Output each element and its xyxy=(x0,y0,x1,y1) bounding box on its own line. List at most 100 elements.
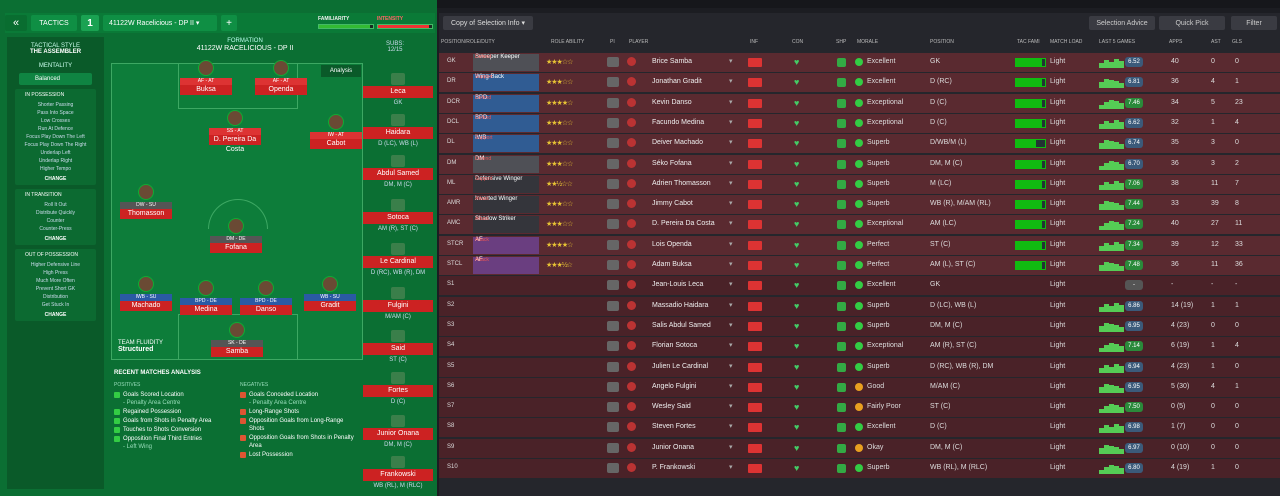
table-row[interactable]: S3 Salis Abdul Samed ▾ ♥ Superb DM, M (C) Ligh… xyxy=(439,316,1280,336)
player-card[interactable]: IWB - SU Machado xyxy=(120,276,172,311)
analysis-item[interactable]: Opposition Goals from Long-Range Shots xyxy=(240,417,358,433)
table-row[interactable]: S10 P. Frankowski ▾ ♥ Superb WB (RL), M (RLC)… xyxy=(439,459,1280,478)
analysis-item[interactable]: Lost Possession xyxy=(240,451,358,459)
substitute-card[interactable]: Junior Onana DM, M (C) xyxy=(363,415,433,448)
player-dropdown-icon[interactable]: ▾ xyxy=(729,179,733,187)
player-instructions-icon[interactable] xyxy=(607,280,619,291)
player-card[interactable]: DM - DE Fofana xyxy=(210,218,262,253)
analysis-item[interactable]: Long-Range Shots xyxy=(240,408,358,416)
player-dropdown-icon[interactable]: ▾ xyxy=(729,240,733,248)
analysis-item[interactable]: Opposition Goals from Shots in Penalty A… xyxy=(240,434,358,450)
player-name[interactable]: D. Pereira Da Costa xyxy=(652,220,715,228)
player-instructions-icon[interactable] xyxy=(607,97,619,108)
role-duty-select[interactable]: Sweeper Keeper Defend xyxy=(473,54,539,71)
role-duty-select[interactable]: BPD Defend xyxy=(473,94,539,112)
table-row[interactable]: DCL BPD Defend ★★★☆☆ Facundo Medina ▾ ♥ Excepti… xyxy=(439,113,1280,133)
player-dropdown-icon[interactable]: ▾ xyxy=(729,301,733,309)
player-dropdown-icon[interactable]: ▾ xyxy=(729,342,733,350)
player-name[interactable]: Brice Samba xyxy=(652,58,693,65)
table-row[interactable]: S5 Julien Le Cardinal ▾ ♥ Superb D (RC), WB (… xyxy=(439,357,1280,377)
player-name[interactable]: Facundo Medina xyxy=(652,118,705,126)
col-gls[interactable]: GLS xyxy=(1232,39,1243,45)
player-dropdown-icon[interactable]: ▾ xyxy=(729,362,733,370)
col-morale[interactable]: MORALE xyxy=(857,39,879,45)
col-last-5-games[interactable]: LAST 5 GAMES xyxy=(1099,39,1136,45)
player-card[interactable]: DW - SU Thomasson xyxy=(120,184,172,219)
col-pi[interactable]: PI xyxy=(610,39,615,45)
substitute-card[interactable]: Le Cardinal D (RC), WB (R), DM xyxy=(363,243,433,276)
player-dropdown-icon[interactable]: ▾ xyxy=(729,464,733,471)
player-instructions-icon[interactable] xyxy=(607,442,619,453)
role-duty-select[interactable]: BPD Defend xyxy=(473,114,539,132)
player-instructions-icon[interactable] xyxy=(607,77,619,88)
player-name[interactable]: Jimmy Cabot xyxy=(652,200,693,208)
table-row[interactable]: GK Sweeper Keeper Defend ★★★☆☆ Brice Samba ▾ ♥… xyxy=(439,53,1280,72)
substitute-card[interactable]: Frankowski WB (RL), M (RLC) xyxy=(363,456,433,489)
substitute-card[interactable]: Haidara D (LC), WB (L) xyxy=(363,114,433,147)
player-instructions-icon[interactable] xyxy=(607,117,619,128)
role-duty-select[interactable]: Inverted Winger Attack xyxy=(473,196,539,214)
player-dropdown-icon[interactable]: ▾ xyxy=(729,200,733,208)
player-card[interactable]: WB - SU Gradit xyxy=(304,276,356,311)
player-dropdown-icon[interactable]: ▾ xyxy=(729,423,733,431)
col-tac-fami[interactable]: TAC FAMI xyxy=(1017,39,1040,45)
player-name[interactable]: Jonathan Gradit xyxy=(652,78,702,86)
player-instructions-icon[interactable] xyxy=(607,422,619,433)
player-instructions-icon[interactable] xyxy=(607,260,619,270)
col-match-load[interactable]: MATCH LOAD xyxy=(1050,39,1083,45)
player-name[interactable]: Adam Buksa xyxy=(652,261,692,268)
table-row[interactable]: ML Defensive Winger Support ★★½☆☆ Adrien Tho… xyxy=(439,174,1280,194)
analysis-item[interactable]: Touches to Shots Conversion xyxy=(114,426,232,434)
player-name[interactable]: Wesley Said xyxy=(652,403,691,411)
player-instructions-icon[interactable] xyxy=(607,199,619,210)
player-card[interactable]: BPD - DE Medina xyxy=(180,280,232,315)
player-name[interactable]: Adrien Thomasson xyxy=(652,179,711,187)
table-row[interactable]: DL IWB Support ★★★☆☆ Deiver Machado ▾ ♥ Superb D… xyxy=(439,134,1280,154)
mentality-select[interactable]: Balanced xyxy=(19,73,92,85)
tactics-tab[interactable]: TACTICS xyxy=(31,15,77,31)
in-possession-change-button[interactable]: CHANGE xyxy=(44,176,67,182)
table-row[interactable]: DCR BPD Defend ★★★★☆ Kevin Danso ▾ ♥ Exceptiona… xyxy=(439,93,1280,113)
player-name[interactable]: Salis Abdul Samed xyxy=(652,321,711,329)
role-duty-select[interactable]: Defensive Winger Support xyxy=(473,175,539,193)
player-dropdown-icon[interactable]: ▾ xyxy=(729,159,733,167)
player-name[interactable]: Florian Sotoca xyxy=(652,342,698,350)
player-name[interactable]: Deiver Machado xyxy=(652,139,703,147)
formation-name[interactable]: 41122W RACELICIOUS - DP II xyxy=(196,45,294,52)
substitute-card[interactable]: Leca GK xyxy=(363,73,433,106)
substitute-card[interactable]: Said ST (C) xyxy=(363,330,433,363)
col-apps[interactable]: APPS xyxy=(1169,39,1183,45)
player-instructions-icon[interactable] xyxy=(607,402,619,413)
tactic-select[interactable]: 41122W Racelicious - DP II ▾ xyxy=(103,15,217,31)
table-row[interactable]: S9 Junior Onana ▾ ♥ Okay DM, M (C) Light 6.97 0 … xyxy=(439,438,1280,458)
player-name[interactable]: Junior Onana xyxy=(652,443,695,451)
player-dropdown-icon[interactable]: ▾ xyxy=(729,118,733,126)
table-row[interactable]: S2 Massadio Haidara ▾ ♥ Superb D (LC), WB (L)… xyxy=(439,296,1280,316)
role-duty-select[interactable]: AF Attack xyxy=(473,257,539,274)
player-dropdown-icon[interactable]: ▾ xyxy=(729,382,733,390)
filter-button[interactable]: Filter xyxy=(1231,16,1277,30)
back-button[interactable]: « xyxy=(5,15,27,31)
player-dropdown-icon[interactable]: ▾ xyxy=(729,139,733,147)
player-name[interactable]: Angelo Fulgini xyxy=(652,382,697,390)
substitute-card[interactable]: Sotoca AM (R), ST (C) xyxy=(363,199,433,232)
col-player[interactable]: PLAYER xyxy=(629,39,649,45)
analysis-item[interactable]: Goals Scored Location - Penalty Area Cent… xyxy=(114,391,232,407)
player-card[interactable]: SK - DE Samba xyxy=(211,322,263,357)
player-instructions-icon[interactable] xyxy=(607,239,619,250)
add-tactic-button[interactable]: + xyxy=(221,15,237,31)
col-con[interactable]: CON xyxy=(792,39,804,45)
table-row[interactable]: DR Wing-Back Support ★★★☆☆ Jonathan Gradit ▾ ♥… xyxy=(439,73,1280,93)
selection-advice-button[interactable]: Selection Advice xyxy=(1089,16,1155,30)
player-name[interactable]: Jean-Louis Leca xyxy=(652,281,704,289)
player-instructions-icon[interactable] xyxy=(607,138,619,149)
player-name[interactable]: Massadio Haidara xyxy=(652,301,709,309)
table-row[interactable]: S6 Angelo Fulgini ▾ ♥ Good M/AM (C) Light 6.95 5… xyxy=(439,377,1280,397)
player-card[interactable]: BPD - DE Danso xyxy=(240,280,292,315)
table-row[interactable]: STCL AF Attack ★★★½☆ Adam Buksa ▾ ♥ Perfect AM (… xyxy=(439,256,1280,275)
player-dropdown-icon[interactable]: ▾ xyxy=(729,58,733,65)
in-transition-change-button[interactable]: CHANGE xyxy=(44,236,67,242)
player-card[interactable]: IW - AT Cabot xyxy=(310,114,362,149)
player-instructions-icon[interactable] xyxy=(607,341,619,352)
table-row[interactable]: AMC Shadow Striker Attack ★★★☆☆ D. Pereira D… xyxy=(439,215,1280,235)
